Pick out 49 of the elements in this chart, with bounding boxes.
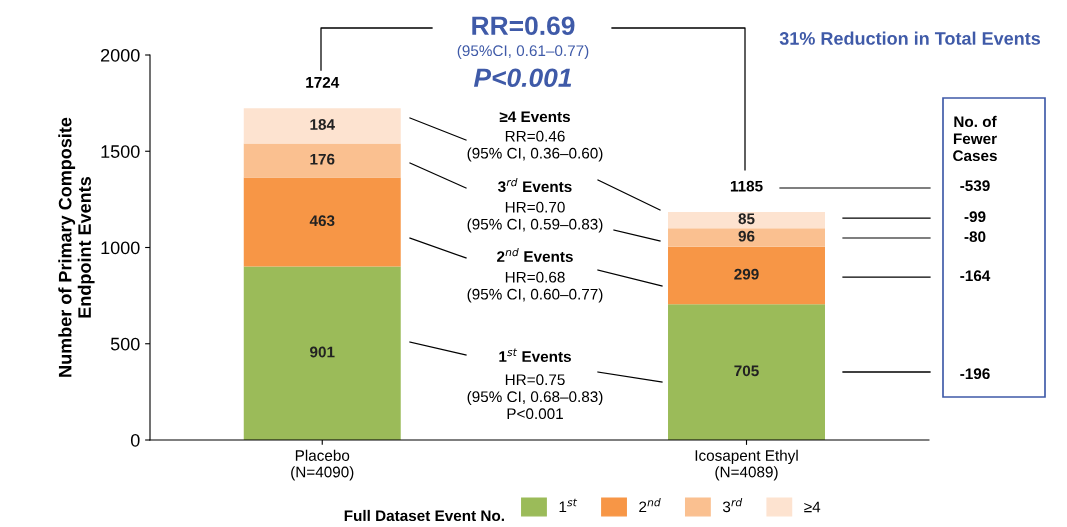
data-label: 85 — [738, 213, 755, 225]
y-tick-label: 1000 — [101, 241, 140, 255]
annotation: HR=0.75 (95% CI, 0.68–0.83) P<0.001 — [467, 374, 603, 420]
text: RR=0.69 — [472, 16, 575, 36]
annotation: HR=0.70 (95% CI, 0.59–0.83) — [467, 201, 603, 233]
legend-label: 2$^{nd}$ — [639, 498, 661, 513]
text: No. of Fewer Cases — [953, 115, 997, 162]
legend-label: 3$^{rd}$ — [722, 498, 743, 513]
data-label: 184 — [310, 119, 335, 130]
bar — [243, 143, 401, 178]
y-tick-label: 2000 — [101, 48, 140, 62]
y-tick-label: 1500 — [101, 145, 140, 158]
bar — [668, 304, 825, 440]
y-axis-title: Number of Primary Composite Endpoint Events — [58, 117, 95, 377]
data-label: 299 — [734, 268, 759, 280]
x-tick-label: Placebo (N=4090) — [291, 449, 354, 481]
bar — [243, 266, 401, 440]
text: -80 — [964, 231, 986, 243]
bar — [243, 108, 401, 144]
y-tick-label: 500 — [110, 337, 140, 351]
data-label: 96 — [738, 230, 755, 242]
bar — [668, 228, 825, 247]
annotation: 3$^{rd}$ Events — [498, 177, 572, 193]
bar — [243, 177, 401, 267]
text: -539 — [960, 180, 990, 192]
bar — [668, 246, 825, 305]
annotation: HR=0.68 (95% CI, 0.60–0.77) — [467, 271, 603, 303]
text: 31% Reduction in Total Events — [779, 31, 1041, 45]
legend-label: 1$^{st}$ — [559, 498, 578, 513]
data-label: 901 — [310, 346, 335, 358]
total-label: 1724 — [306, 76, 340, 88]
annotation: 1$^{st}$ Events — [499, 348, 571, 363]
data-label: 176 — [310, 153, 335, 165]
annotation: (95%CI, 0.61–0.77) — [457, 44, 589, 60]
legend-label: ≥4 — [804, 501, 821, 513]
text: -99 — [964, 211, 986, 223]
annotation: 2$^{nd}$ Events — [497, 247, 573, 263]
annotation: P<0.001 — [473, 68, 572, 88]
data-label: 463 — [309, 215, 335, 227]
legend-title: Full Dataset Event No. — [344, 509, 504, 522]
x-tick-label: Icosapent Ethyl (N=4089) — [695, 449, 798, 481]
text: -164 — [960, 270, 991, 282]
annotation: ≥4 Events — [499, 111, 570, 123]
text: -196 — [960, 368, 990, 380]
bar — [668, 211, 825, 229]
y-tick-label: 0 — [130, 433, 140, 447]
total-label: 1185 — [730, 180, 763, 192]
annotation: RR=0.46 (95% CI, 0.36–0.60) — [467, 130, 603, 162]
data-label: 705 — [734, 365, 759, 377]
